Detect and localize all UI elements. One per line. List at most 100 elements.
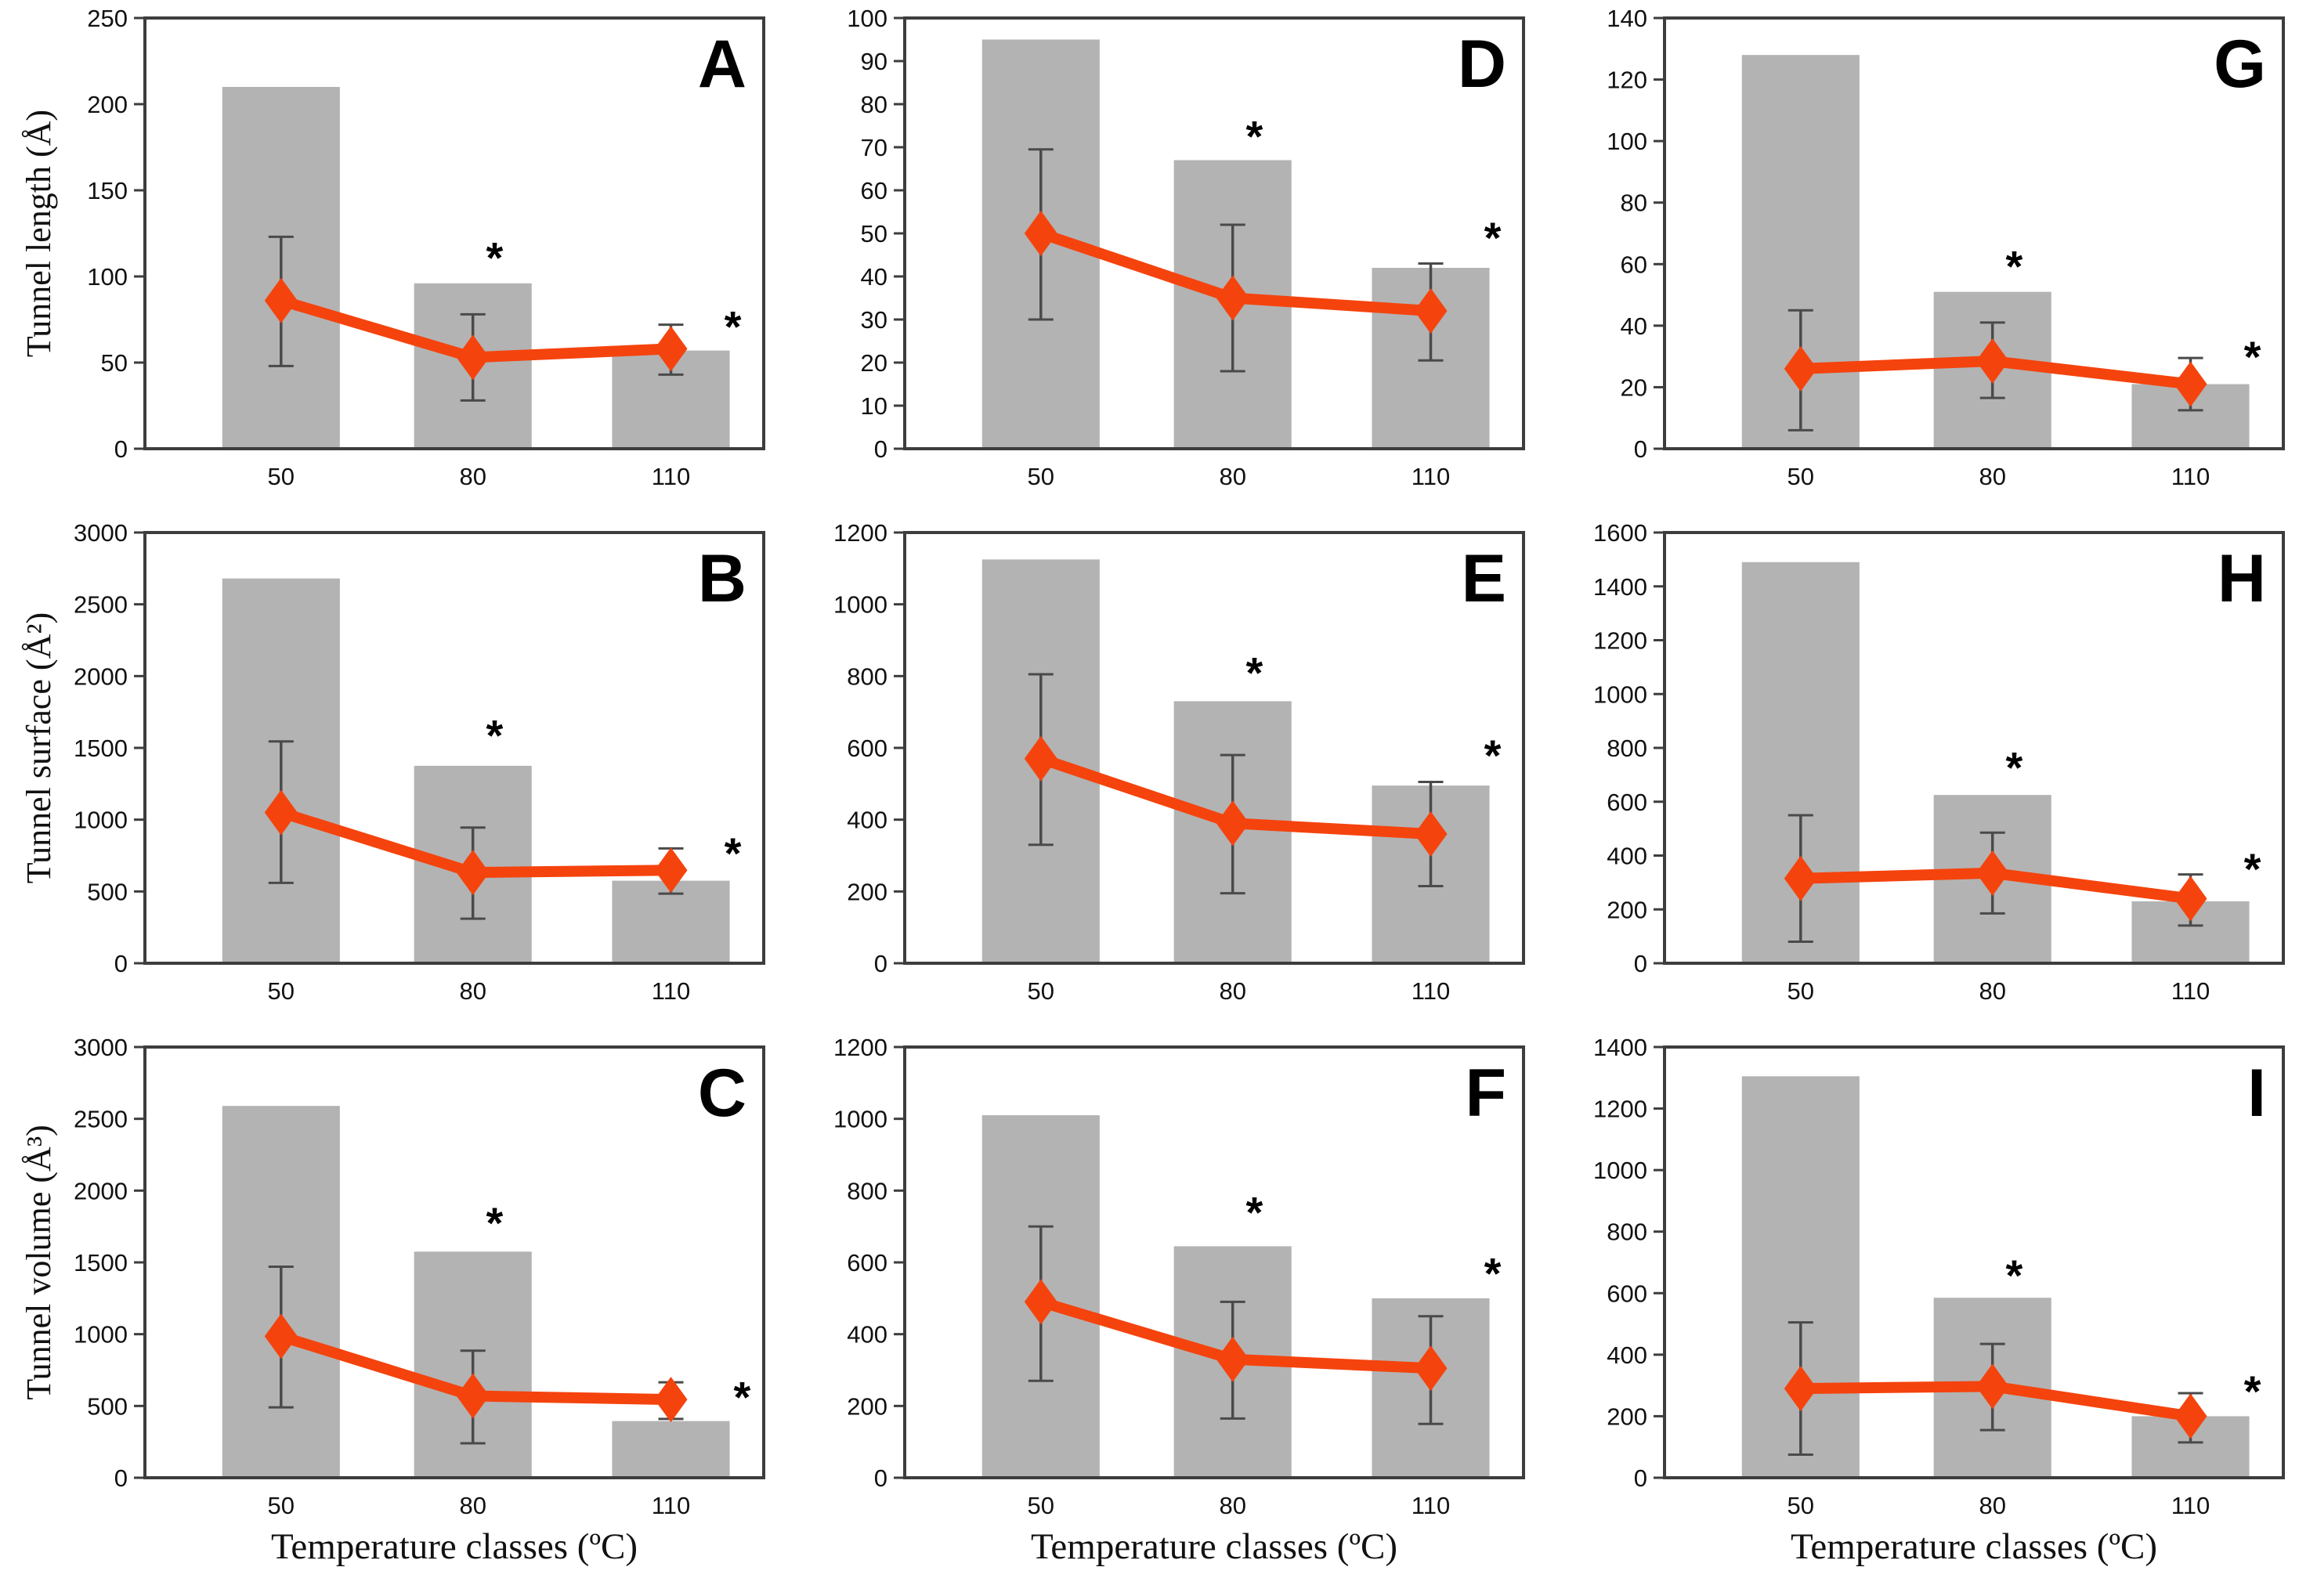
y-tick-label: 30 (861, 306, 887, 334)
panel-letter: G (2214, 27, 2266, 102)
panel-c-chart: 0 500 1000 1500 2000 2500 3000 50 80 110 * * C (74, 1034, 765, 1519)
diamond-marker (654, 847, 688, 894)
significance-asterisk: * (1484, 731, 1502, 780)
y-tick-label: 500 (87, 1392, 128, 1420)
panel-f-chart: 0 200 400 600 800 1000 1200 50 80 110 * * F (833, 1034, 1525, 1519)
y-tick-label: 600 (1607, 1280, 1647, 1307)
x-tick-label: 110 (1412, 977, 1450, 1005)
diamond-marker (1414, 1345, 1448, 1392)
y-tick-label: 0 (114, 435, 128, 463)
y-tick-label: 400 (1607, 1341, 1647, 1369)
x-axis-title-col-1: Temperature classes (ºC) (270, 1526, 638, 1567)
y-tick-label: 0 (114, 950, 128, 977)
y-tick-label: 600 (847, 1249, 887, 1276)
significance-asterisk: * (725, 302, 742, 352)
x-tick-label: 50 (1788, 463, 1814, 490)
y-tick-label: 2500 (74, 591, 128, 619)
y-tick-label: 200 (1607, 1403, 1647, 1430)
diamond-marker (2174, 876, 2207, 922)
y-tick-label: 0 (1634, 950, 1647, 977)
y-tick-label: 100 (1607, 128, 1647, 155)
x-tick-label: 80 (1979, 463, 2005, 490)
y-tick-label: 800 (1607, 1219, 1647, 1246)
x-tick-label: 110 (652, 977, 690, 1005)
y-tick-label: 0 (114, 1464, 128, 1492)
diamond-marker (654, 1377, 688, 1423)
y-tick-label: 1200 (1593, 627, 1647, 655)
x-tick-label: 50 (1788, 1492, 1814, 1519)
y-tick-label: 50 (101, 349, 128, 377)
plot-frame (1663, 1045, 2285, 1479)
diamond-marker (1784, 855, 1817, 901)
bar (612, 1421, 730, 1478)
significance-asterisk: * (486, 711, 503, 760)
diamond-marker (1024, 735, 1057, 782)
significance-asterisk: * (486, 233, 503, 283)
diamond-marker (1216, 1336, 1249, 1382)
x-tick-label: 50 (268, 463, 295, 490)
y-tick-label: 3000 (74, 519, 128, 547)
y-tick-label: 2000 (74, 663, 128, 690)
significance-asterisk: * (2244, 332, 2261, 381)
panel-h-chart: 0 200 400 600 800 1000 1200 1400 1600 50 80 110 * * H (1593, 519, 2285, 1005)
y-tick-label: 1500 (74, 735, 128, 762)
y-tick-label: 200 (87, 91, 128, 118)
significance-asterisk: * (733, 1373, 750, 1422)
y-tick-label: 0 (1634, 435, 1647, 463)
x-tick-label: 50 (268, 977, 295, 1005)
significance-asterisk: * (2005, 742, 2022, 792)
plot-frame (1663, 16, 2285, 450)
y-tick-label: 140 (1607, 5, 1647, 32)
y-tick-label: 1000 (1593, 681, 1647, 708)
plot-frame (143, 16, 765, 450)
x-tick-label: 110 (2171, 977, 2210, 1005)
diamond-marker (1784, 345, 1817, 392)
diamond-marker (264, 1313, 298, 1359)
x-tick-label: 80 (459, 977, 486, 1005)
panel-letter: H (2218, 541, 2266, 616)
diamond-marker (1024, 211, 1057, 256)
diamond-marker (2174, 361, 2207, 407)
y-tick-label: 800 (847, 1177, 887, 1204)
x-tick-label: 80 (459, 463, 486, 490)
x-tick-label: 80 (1219, 463, 1245, 490)
x-tick-label: 110 (2171, 463, 2210, 490)
y-tick-label: 60 (861, 177, 887, 204)
panel-e-chart: 0 200 400 600 800 1000 1200 50 80 110 * * E (833, 519, 1525, 1005)
diamond-marker (1975, 850, 2009, 896)
y-tick-label: 1000 (833, 1106, 887, 1133)
significance-asterisk: * (1245, 648, 1263, 697)
y-tick-label: 1000 (74, 1321, 128, 1349)
panel-a-chart: 0 50 100 150 200 250 50 80 110 * * A (87, 5, 765, 490)
y-tick-label: 1000 (74, 807, 128, 834)
y-tick-label: 1400 (1593, 573, 1647, 601)
x-tick-label: 50 (1788, 977, 1814, 1005)
y-tick-label: 1500 (74, 1249, 128, 1276)
y-tick-label: 2000 (74, 1177, 128, 1204)
diamond-marker (2174, 1393, 2207, 1439)
diamond-marker (264, 789, 298, 836)
significance-asterisk: * (1245, 1188, 1263, 1237)
y-tick-label: 1200 (1593, 1096, 1647, 1123)
y-tick-label: 250 (87, 5, 128, 32)
x-tick-label: 80 (459, 1492, 486, 1519)
y-tick-label: 2500 (74, 1106, 128, 1133)
significance-asterisk: * (2244, 1367, 2261, 1416)
diamond-marker (1784, 1366, 1817, 1412)
y-tick-label: 60 (1621, 251, 1647, 278)
y-tick-label: 100 (847, 5, 887, 32)
y-tick-label: 0 (874, 1464, 887, 1492)
y-tick-label: 400 (847, 807, 887, 834)
panel-letter: F (1465, 1056, 1506, 1131)
x-tick-label: 110 (652, 463, 690, 490)
x-axis-title-col-2: Temperature classes (ºC) (1030, 1526, 1398, 1567)
y-tick-label: 1200 (833, 1034, 887, 1061)
y-tick-label: 90 (861, 48, 887, 75)
panel-letter: D (1458, 27, 1506, 102)
y-tick-label: 10 (861, 392, 887, 420)
y-tick-label: 1200 (833, 519, 887, 547)
x-tick-label: 110 (1412, 463, 1450, 490)
panel-letter: E (1462, 541, 1506, 616)
panel-b-chart: 0 500 1000 1500 2000 2500 3000 50 80 110 * * B (74, 519, 765, 1005)
